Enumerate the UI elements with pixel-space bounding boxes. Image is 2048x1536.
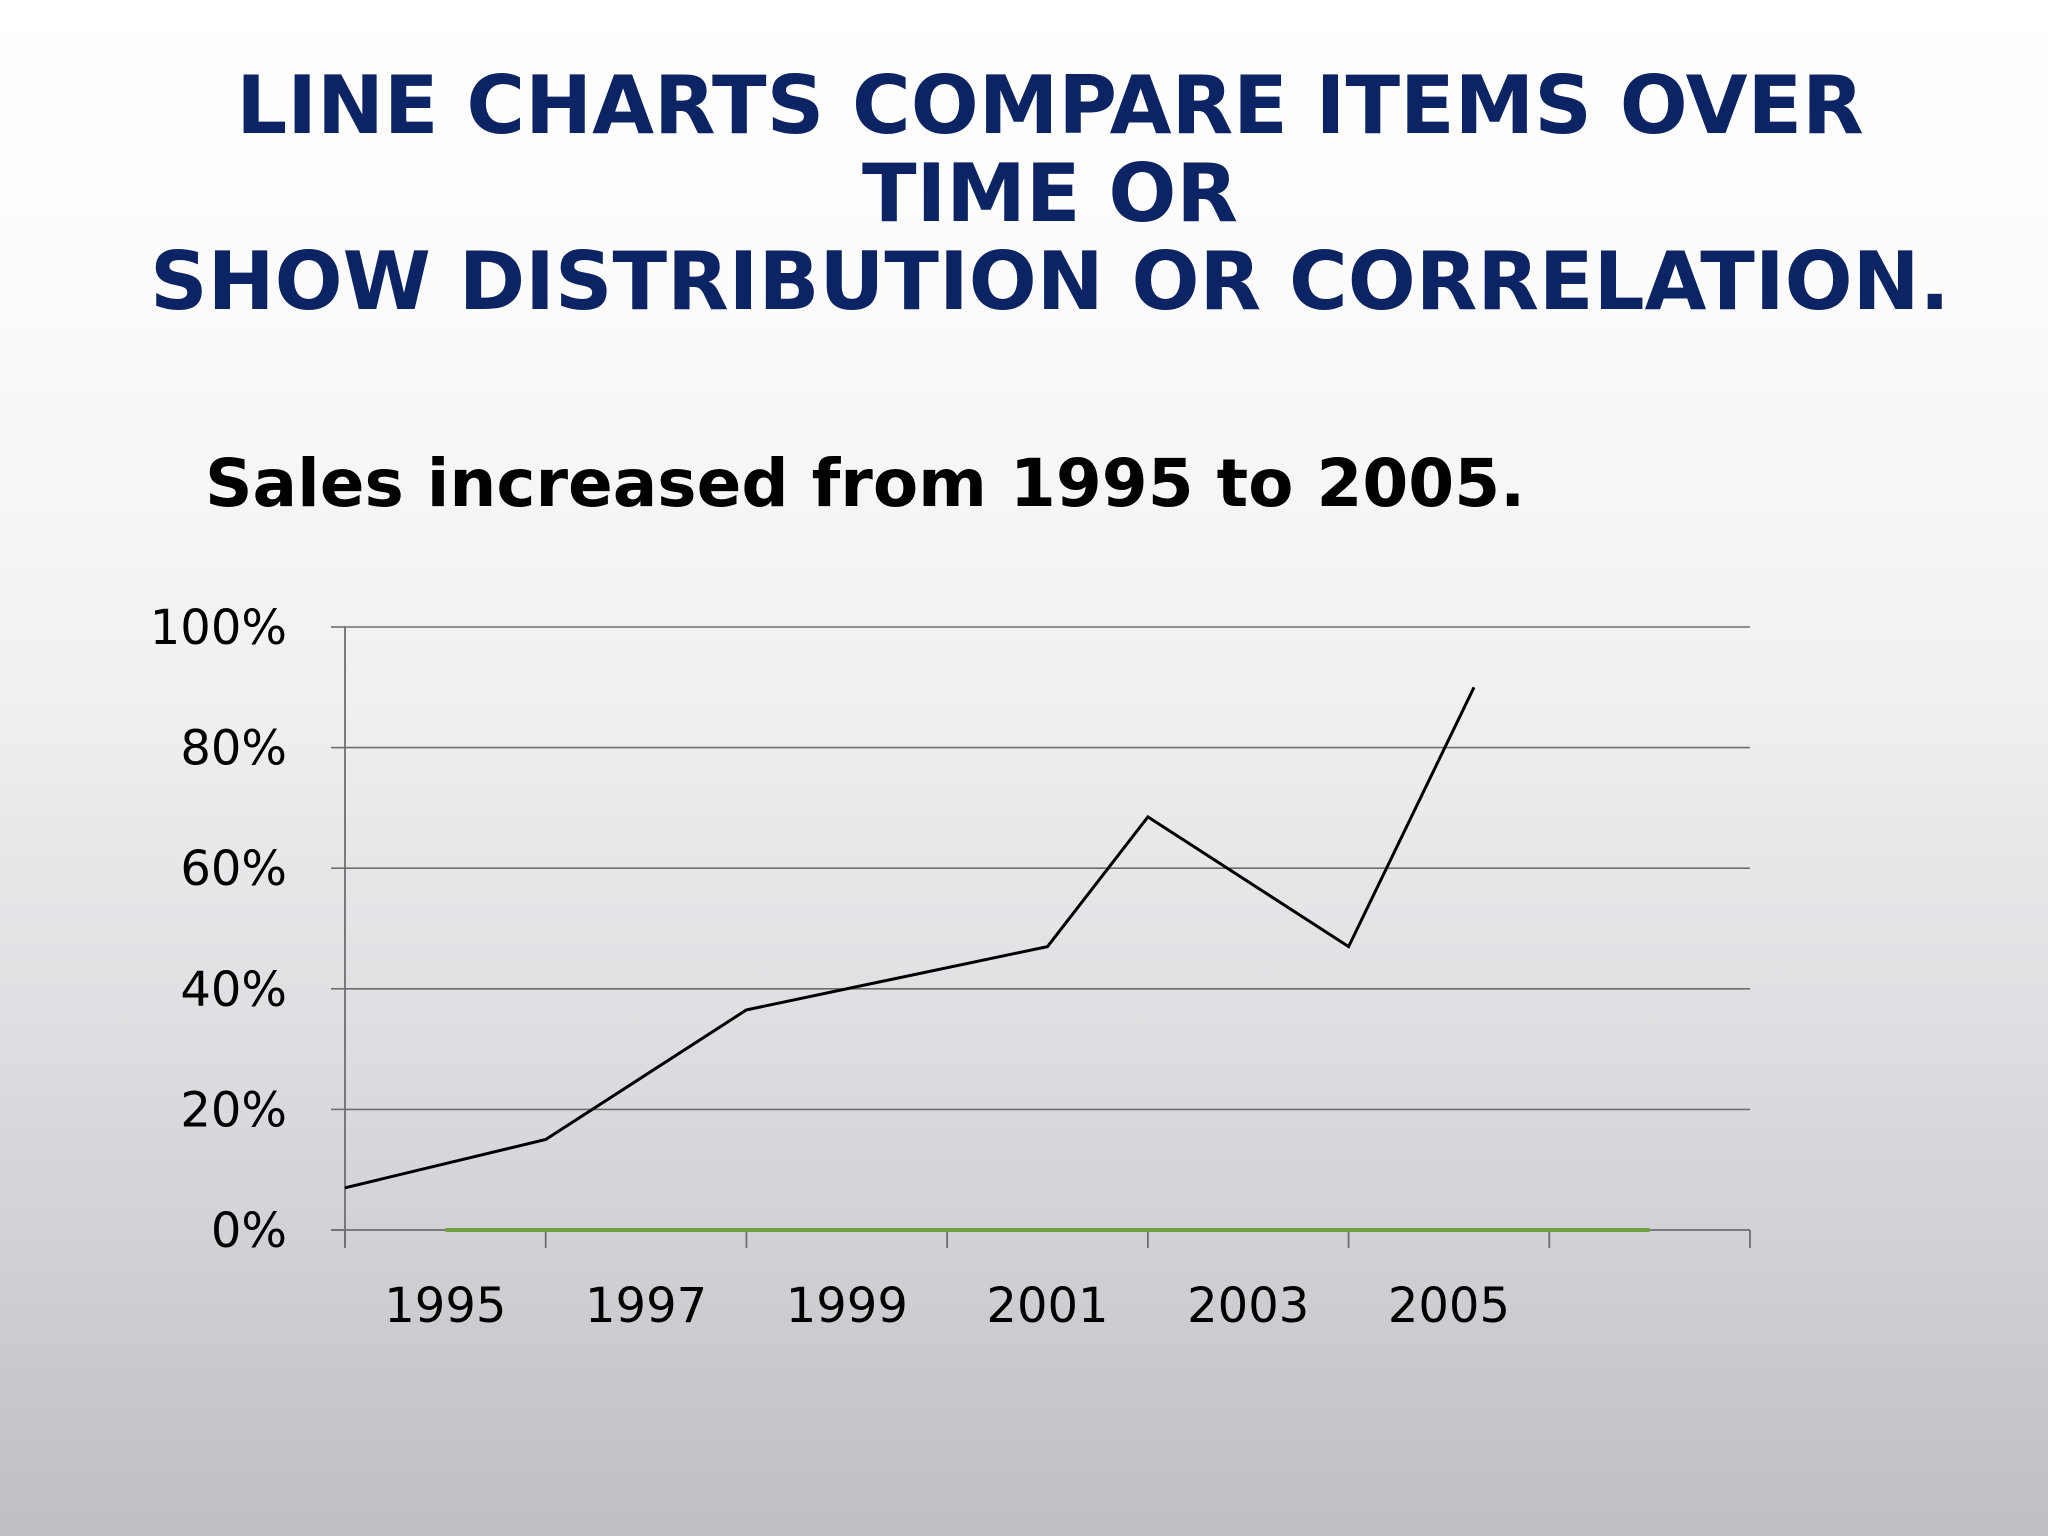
slide-title-line-2: SHOW DISTRIBUTION OR CORRELATION. (150, 235, 1950, 328)
y-tick-label: 80% (180, 721, 287, 777)
x-tick-label: 1997 (585, 1278, 707, 1334)
axes (331, 626, 1751, 1248)
slide-title-line-1: LINE CHARTS COMPARE ITEMS OVER TIME OR (236, 59, 1864, 240)
y-tick-label: 60% (180, 841, 287, 897)
x-tick-label: 2005 (1388, 1278, 1510, 1334)
y-tick-labels: 0% 20% 40% 60% 80% 100% (150, 600, 287, 1259)
x-tick-label: 2001 (986, 1278, 1108, 1334)
y-tick-label: 100% (150, 600, 287, 656)
chart-title: Sales increased from 1995 to 2005. (205, 445, 1526, 522)
x-tick-label: 1999 (786, 1278, 908, 1334)
series-lines (344, 686, 1650, 1232)
y-tick-label: 20% (180, 1082, 287, 1138)
x-tick-label: 2003 (1187, 1278, 1309, 1334)
slide-title: LINE CHARTS COMPARE ITEMS OVER TIME OR S… (120, 62, 1980, 326)
y-tick-label: 0% (211, 1203, 287, 1259)
x-tick-labels: 1995 1997 1999 2001 2003 2005 (384, 1278, 1510, 1334)
sales-line (344, 686, 1476, 1190)
y-tick-label: 40% (180, 962, 287, 1018)
gridlines (345, 626, 1750, 1111)
x-tick-label: 1995 (384, 1278, 506, 1334)
